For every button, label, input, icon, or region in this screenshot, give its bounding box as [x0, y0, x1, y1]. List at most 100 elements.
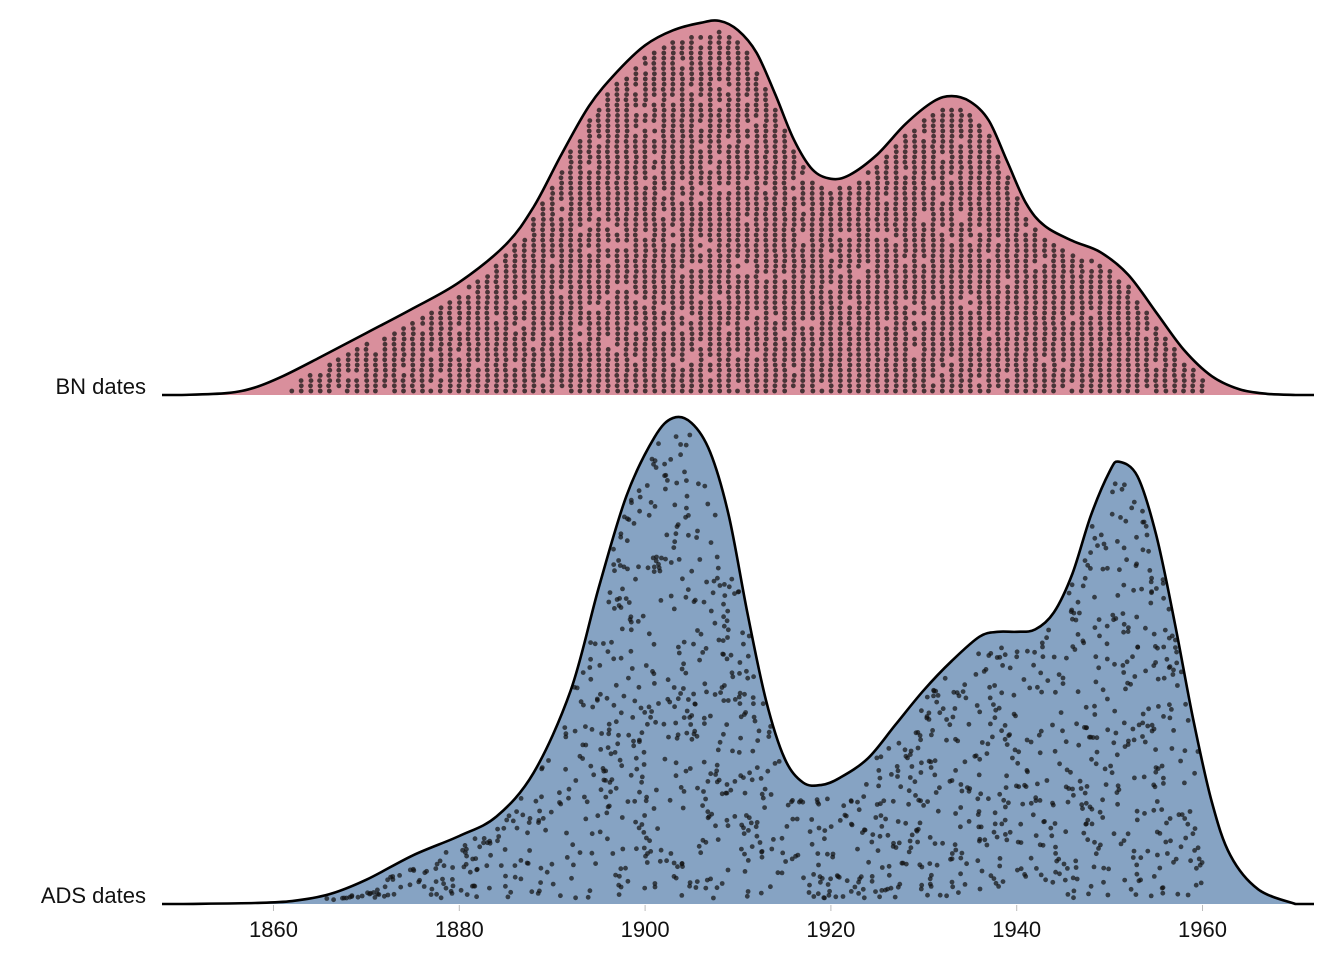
data-point: [977, 206, 983, 212]
data-point: [801, 263, 806, 269]
data-point: [345, 367, 351, 373]
data-point: [671, 606, 677, 612]
data-point: [577, 217, 583, 222]
data-point: [818, 232, 824, 238]
data-point: [949, 185, 955, 191]
data-point: [986, 315, 992, 321]
data-point: [1182, 780, 1187, 786]
data-point: [735, 305, 741, 311]
data-point: [846, 196, 852, 202]
data-point: [847, 378, 852, 383]
data-point: [684, 505, 689, 511]
data-point: [893, 165, 899, 170]
data-point: [484, 347, 490, 352]
data-point: [1125, 629, 1131, 634]
data-point: [1116, 367, 1122, 373]
data-point: [651, 243, 657, 248]
data-point: [567, 336, 573, 342]
data-point: [933, 688, 939, 694]
data-point: [967, 159, 973, 165]
data-point: [580, 742, 586, 748]
data-point: [875, 373, 880, 378]
data-point: [540, 222, 546, 228]
data-point: [1107, 274, 1112, 279]
data-point: [641, 830, 647, 835]
data-point: [1196, 856, 1202, 862]
data-point: [717, 321, 722, 326]
data-point: [568, 331, 574, 337]
data-point: [658, 598, 664, 603]
data-point: [1146, 706, 1151, 712]
data-point: [809, 206, 815, 212]
data-point: [1014, 388, 1020, 394]
data-point: [670, 300, 675, 305]
data-point: [428, 347, 434, 352]
data-point: [382, 357, 388, 363]
data-point: [921, 269, 927, 274]
data-point: [837, 367, 843, 373]
data-point: [670, 139, 676, 144]
data-point: [903, 243, 908, 248]
data-point: [420, 352, 425, 357]
data-point: [1049, 833, 1055, 839]
data-point: [633, 367, 639, 373]
data-point: [855, 799, 860, 805]
data-point: [549, 388, 555, 394]
data-point: [689, 347, 695, 352]
data-point: [1115, 801, 1120, 807]
data-point: [1126, 336, 1132, 342]
data-point: [494, 378, 500, 383]
data-point: [1022, 872, 1027, 877]
data-point: [995, 362, 1001, 368]
data-point: [748, 820, 754, 826]
data-point: [530, 362, 536, 368]
data-point: [810, 305, 816, 311]
data-point: [773, 310, 779, 316]
data-point: [884, 274, 889, 279]
data-point: [612, 568, 617, 574]
data-point: [354, 347, 360, 352]
data-point: [541, 367, 546, 373]
data-point: [646, 631, 652, 637]
data-point: [893, 144, 899, 150]
data-point: [1014, 321, 1020, 326]
data-point: [599, 731, 604, 736]
data-point: [874, 331, 880, 337]
data-point: [1131, 499, 1137, 505]
data-point: [689, 102, 695, 108]
data-point: [996, 347, 1001, 352]
data-point: [781, 165, 787, 170]
data-point: [764, 248, 769, 254]
data-point: [475, 388, 480, 394]
data-point: [717, 237, 722, 243]
data-point: [475, 326, 481, 331]
data-point: [549, 232, 555, 238]
data-point: [955, 738, 961, 744]
data-point: [615, 336, 621, 342]
data-point: [685, 587, 691, 592]
data-point: [466, 315, 471, 321]
data-point: [763, 175, 769, 181]
data-point: [1153, 347, 1158, 352]
data-point: [568, 284, 574, 290]
data-point: [699, 170, 704, 176]
data-point: [754, 159, 760, 165]
data-point: [484, 388, 490, 394]
data-point: [1025, 769, 1030, 775]
data-point: [996, 289, 1001, 295]
data-point: [1166, 665, 1172, 670]
data-point: [781, 180, 787, 186]
data-point: [995, 373, 1001, 378]
data-point: [773, 378, 778, 383]
data-point: [725, 76, 731, 82]
data-point: [434, 861, 440, 867]
data-point: [1044, 778, 1050, 783]
data-point: [663, 556, 668, 562]
data-point: [744, 668, 749, 674]
data-point: [642, 367, 647, 373]
data-point: [708, 713, 713, 719]
data-point: [1050, 879, 1056, 885]
data-point: [577, 383, 583, 389]
data-point: [874, 284, 880, 290]
data-point: [1145, 848, 1151, 854]
